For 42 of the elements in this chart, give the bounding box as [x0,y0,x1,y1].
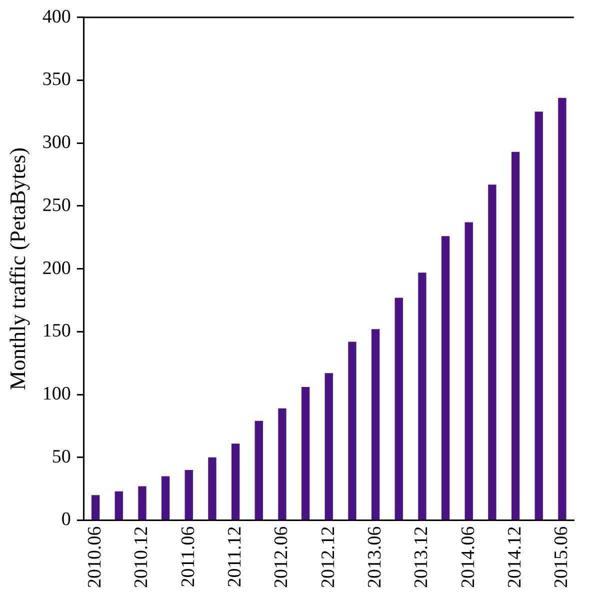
bar [254,420,263,520]
bar [301,386,310,520]
bar [418,272,426,520]
y-tick-label: 200 [42,258,71,279]
x-tick-label: 2012.12 [318,526,339,588]
bar [161,476,170,520]
bar [324,373,333,520]
bar [511,152,520,520]
x-tick-label: 2013.12 [411,526,432,588]
x-tick-label: 2010.06 [84,526,106,588]
bar [138,486,146,520]
x-tick-label: 2014.06 [458,526,479,588]
bar [371,329,380,520]
bar [208,457,216,520]
bar [231,444,240,520]
y-tick-label: 300 [42,132,71,154]
x-tick-label: 2010.12 [131,526,152,588]
y-tick-label: 400 [42,6,71,28]
y-tick-label: 0 [61,509,71,530]
y-tick-label: 350 [42,69,71,90]
x-tick-label: 2014.12 [504,526,526,588]
bar [441,236,450,520]
y-tick-label: 150 [42,320,71,342]
bar [114,491,123,520]
x-tick-label: 2015.06 [551,526,572,588]
bar [464,222,473,520]
y-axis-title: Monthly traffic (PetaBytes) [4,147,30,390]
x-tick-label: 2011.12 [224,526,246,588]
bar [278,408,286,520]
bar [488,184,496,520]
x-tick-label: 2013.06 [364,526,386,588]
bar [534,112,543,520]
y-tick-label: 50 [52,446,71,468]
x-tick-label: 2011.06 [178,526,199,588]
bar [91,495,100,520]
y-tick-label: 100 [42,384,71,405]
bar [348,342,356,520]
x-tick-label: 2012.06 [271,526,292,588]
y-tick-label: 250 [42,194,71,216]
bar [558,98,566,520]
bar [184,470,193,520]
bar [394,298,403,520]
